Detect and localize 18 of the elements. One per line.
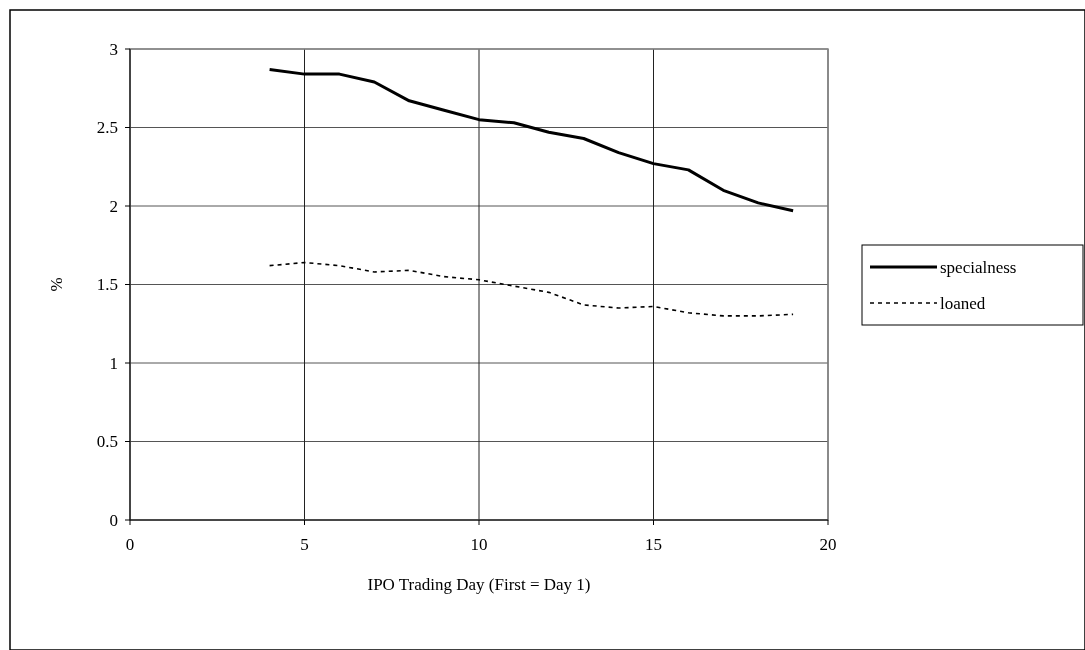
x-tick-label: 5 (300, 535, 309, 554)
y-tick-label: 0.5 (96, 432, 118, 452)
y-axis-title: % (47, 277, 66, 292)
y-tick-label: 1 (109, 353, 118, 373)
y-tick-label: 2 (109, 196, 118, 216)
y-tick-label: 0 (109, 510, 118, 530)
x-tick-label: 20 (819, 535, 837, 554)
x-axis-title: IPO Trading Day (First = Day 1) (367, 575, 591, 594)
legend-label: loaned (940, 293, 986, 313)
y-tick-label: 2.5 (96, 118, 118, 138)
x-tick-label: 10 (470, 535, 488, 554)
line-series (268, 67, 795, 213)
x-tick-label: 15 (645, 535, 662, 554)
legend-label: specialness (940, 257, 1017, 277)
y-tick-label: 1.5 (96, 275, 118, 295)
x-tick-label: 0 (125, 535, 135, 554)
line-series (268, 261, 794, 317)
y-tick-label: 3 (109, 39, 118, 59)
